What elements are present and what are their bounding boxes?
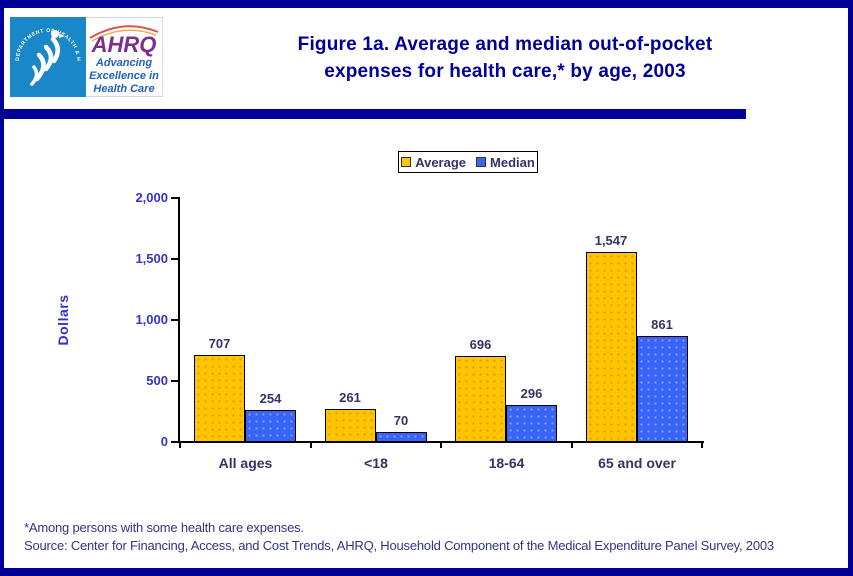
bar-median-18-64 bbox=[506, 405, 557, 442]
bar-median-all-ages bbox=[245, 410, 296, 442]
legend-label-average: Average bbox=[415, 154, 467, 170]
ahrq-tagline-line3: Health Care bbox=[93, 83, 154, 95]
legend-label-median: Median bbox=[490, 154, 535, 170]
median-swatch-icon bbox=[476, 157, 487, 167]
x-tick-mark bbox=[570, 443, 573, 448]
bar-value-label: 261 bbox=[339, 390, 361, 405]
category-label: 65 and over bbox=[598, 455, 676, 471]
y-tick-label: 1,000 bbox=[135, 312, 168, 327]
source-note: Source: Center for Financing, Access, an… bbox=[24, 538, 774, 553]
y-tick-label: 500 bbox=[146, 373, 168, 388]
y-axis-title: Dollars bbox=[55, 294, 71, 346]
category-label: <18 bbox=[364, 455, 388, 471]
bar-value-label: 70 bbox=[393, 413, 409, 428]
rainbow-arc-inner bbox=[91, 29, 157, 42]
x-tick-mark bbox=[701, 443, 703, 448]
figure-title-line2: expenses for health care,* by age, 2003 bbox=[324, 61, 686, 82]
bar-average-all-ages bbox=[194, 355, 245, 442]
header-divider-bar bbox=[3, 109, 746, 119]
rainbow-arc-outer bbox=[89, 25, 159, 39]
bar-value-label: 254 bbox=[259, 391, 282, 406]
figure-title: Figure 1a. Average and median out-of-poc… bbox=[200, 31, 810, 85]
ahrq-hhs-logo: DEPARTMENT OF HEALTH & HUMAN SERVICES • … bbox=[10, 17, 163, 97]
x-tick-mark bbox=[309, 443, 312, 448]
bar-value-label: 861 bbox=[651, 317, 673, 332]
ahrq-tagline-line2: Excellence in bbox=[89, 70, 159, 82]
bar-median-65-and-over bbox=[636, 336, 688, 442]
y-axis-line bbox=[178, 197, 180, 443]
footnote: *Among persons with some health care exp… bbox=[24, 520, 304, 535]
y-tick-mark bbox=[171, 197, 178, 199]
category-label: 18-64 bbox=[488, 455, 525, 471]
x-tick-mark bbox=[179, 443, 181, 448]
y-tick-label: 0 bbox=[160, 434, 168, 449]
bar-value-label: 707 bbox=[208, 336, 231, 351]
y-tick-mark bbox=[171, 258, 178, 260]
bar-value-label: 1,547 bbox=[594, 233, 628, 248]
y-tick-mark bbox=[171, 319, 178, 321]
chart-legend: Average Median bbox=[398, 151, 538, 173]
ahrq-acronym: AHRQ bbox=[91, 32, 157, 57]
bar-average-18-64 bbox=[455, 356, 506, 442]
category-label: All ages bbox=[218, 455, 273, 471]
y-tick-mark bbox=[171, 441, 178, 443]
figure-title-line1: Figure 1a. Average and median out-of-poc… bbox=[297, 34, 713, 55]
y-tick-label: 1,500 bbox=[135, 251, 168, 266]
x-axis-line bbox=[178, 441, 704, 443]
bar-average-65-and-over bbox=[585, 252, 637, 442]
average-swatch-icon bbox=[401, 157, 412, 167]
hhs-seal-background bbox=[10, 17, 86, 97]
ahrq-tagline-line1: Advancing bbox=[95, 57, 153, 69]
y-tick-label: 2,000 bbox=[135, 190, 168, 205]
bar-median--18 bbox=[375, 432, 427, 442]
x-tick-mark bbox=[440, 443, 442, 448]
y-tick-mark bbox=[171, 380, 178, 382]
legend-item-average: Average bbox=[401, 155, 466, 170]
bar-value-label: 696 bbox=[469, 337, 492, 352]
bar-value-label: 296 bbox=[520, 386, 543, 401]
legend-item-median: Median bbox=[476, 155, 535, 170]
bar-average--18 bbox=[324, 409, 376, 442]
hhs-eagle-icon bbox=[30, 30, 65, 86]
